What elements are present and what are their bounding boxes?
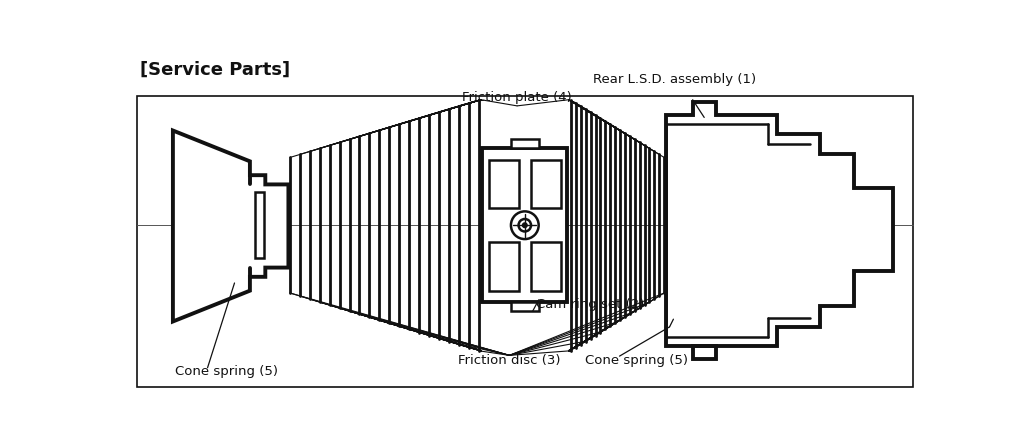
- Text: Friction disc (3): Friction disc (3): [458, 354, 561, 367]
- Text: Rear L.S.D. assembly (1): Rear L.S.D. assembly (1): [593, 73, 756, 86]
- Text: Friction plate (4): Friction plate (4): [462, 91, 572, 103]
- Text: Cone spring (5): Cone spring (5): [175, 365, 279, 378]
- Polygon shape: [488, 160, 518, 208]
- Polygon shape: [173, 131, 289, 322]
- Text: Cam ring set (2): Cam ring set (2): [537, 298, 645, 311]
- Polygon shape: [666, 102, 893, 359]
- Polygon shape: [482, 148, 567, 302]
- Circle shape: [522, 223, 527, 227]
- Polygon shape: [511, 139, 539, 148]
- Text: Cone spring (5): Cone spring (5): [585, 354, 688, 367]
- Circle shape: [518, 219, 531, 231]
- Polygon shape: [255, 192, 264, 258]
- Polygon shape: [488, 242, 518, 291]
- Circle shape: [511, 211, 539, 239]
- Bar: [137, 96, 912, 387]
- Polygon shape: [531, 242, 561, 291]
- Text: [Service Parts]: [Service Parts]: [140, 61, 290, 79]
- Polygon shape: [531, 160, 561, 208]
- Polygon shape: [511, 302, 539, 311]
